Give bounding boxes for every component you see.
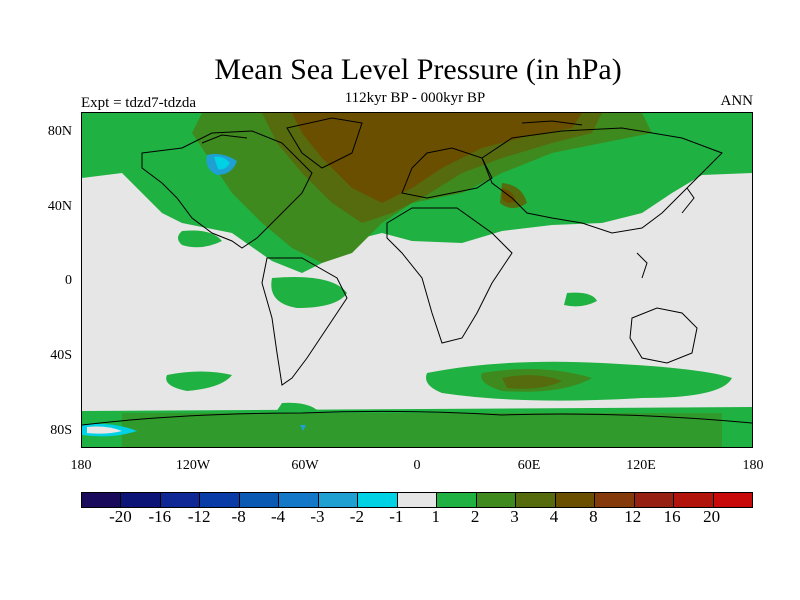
lon-label-120e: 120E <box>626 458 656 473</box>
colorbar-label: -3 <box>310 507 325 526</box>
colorbar-box-3 <box>200 493 240 507</box>
colorbar-label: 4 <box>549 507 559 526</box>
colorbar-box-6 <box>318 493 359 507</box>
colorbar-label: 16 <box>663 507 681 526</box>
pressure-anomaly-map <box>81 112 753 448</box>
lon-label-180e: 180 <box>742 458 764 473</box>
colorbar-box-10 <box>476 493 517 507</box>
colorbar-box-5 <box>279 493 319 507</box>
colorbar-label: -2 <box>349 507 364 526</box>
colorbar-box-0 <box>82 493 122 507</box>
colorbar-box-14 <box>634 493 675 507</box>
colorbar-label: -8 <box>231 507 246 526</box>
colorbar-label: -4 <box>270 507 286 526</box>
negative-anomaly-regions <box>82 153 306 437</box>
colorbar-box-8 <box>397 493 438 507</box>
map-title: Mean Sea Level Pressure (in hPa) <box>214 53 622 86</box>
colorbar-label: -20 <box>109 507 132 526</box>
colorbar-box-4 <box>239 493 280 507</box>
colorbar-label: -16 <box>148 507 172 526</box>
colorbar-box-16 <box>713 493 752 507</box>
lat-label-0: 0 <box>65 273 72 288</box>
lat-label-80s: 80S <box>50 423 72 438</box>
colorbar-box-9 <box>437 493 477 507</box>
colorbar-box-15 <box>674 493 714 507</box>
colorbar-box-1 <box>121 493 161 507</box>
lon-label-120w: 120W <box>175 458 211 473</box>
map-subtitle: 112kyr BP - 000kyr BP <box>344 90 486 106</box>
colorbar-box-7 <box>358 493 398 507</box>
experiment-label: Expt = tdzd7-tdzda <box>81 95 197 111</box>
colorbar-box-11 <box>516 493 556 507</box>
lon-label-180w: 180 <box>70 458 92 473</box>
coastlines <box>82 117 752 426</box>
lat-label-40n: 40N <box>47 199 72 214</box>
lon-label-60e: 60E <box>517 458 541 473</box>
colorbar-label: 1 <box>431 507 440 526</box>
season-label: ANN <box>720 93 754 109</box>
lat-label-80n: 80N <box>47 124 72 139</box>
map-canvas <box>82 113 752 447</box>
colorbar <box>81 492 753 508</box>
colorbar-label: 20 <box>703 507 721 526</box>
colorbar-box-2 <box>160 493 201 507</box>
colorbar-label: 3 <box>510 507 519 526</box>
lon-label-60w: 60W <box>291 458 319 473</box>
colorbar-label: -12 <box>187 507 211 526</box>
colorbar-label: 12 <box>624 507 642 526</box>
colorbar-label: 8 <box>589 507 598 526</box>
colorbar-label: -1 <box>389 507 404 526</box>
colorbar-box-12 <box>555 493 596 507</box>
colorbar-box-13 <box>595 493 635 507</box>
lat-label-40s: 40S <box>50 348 72 363</box>
lon-label-0: 0 <box>413 458 421 473</box>
colorbar-label: 2 <box>470 507 480 526</box>
